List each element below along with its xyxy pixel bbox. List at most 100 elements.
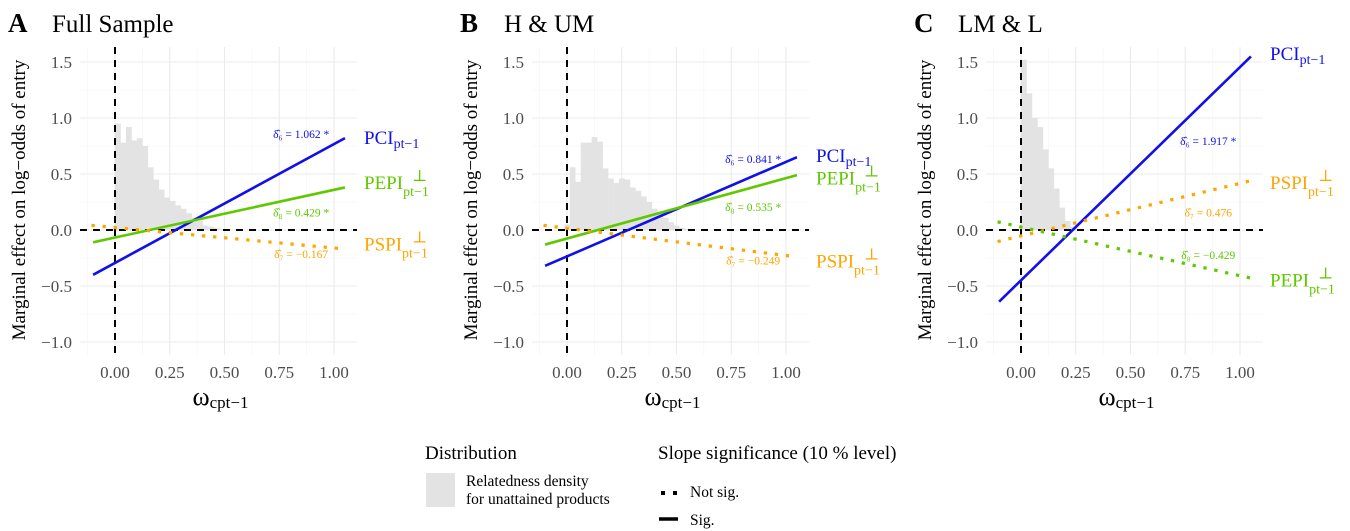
histogram-bar: [219, 228, 225, 230]
y-tick-label: 1.0: [51, 109, 72, 128]
series-label: PEPIpt−1: [364, 173, 429, 200]
histogram-bar: [591, 137, 598, 230]
x-tick-label: 0.25: [607, 363, 637, 382]
histogram-bar: [153, 179, 160, 230]
series-label: PSPIpt−1: [816, 251, 880, 278]
y-tick-label: 0.0: [957, 221, 978, 240]
histogram-bar: [635, 190, 642, 230]
slope-annotation: δ̂₆ = 0.841 *: [725, 154, 781, 166]
series-line-pepi: [92, 186, 346, 244]
histogram-bar: [586, 142, 592, 230]
series-label-superscript: ⊥: [1318, 168, 1333, 185]
histogram-bar: [147, 167, 154, 230]
panel-title: H & UM: [504, 11, 594, 38]
x-tick-label: 0.50: [1116, 363, 1146, 382]
series-label-superscript: ⊥: [412, 168, 427, 185]
slope-annotation: δ̂₈ = 0.429 *: [273, 208, 329, 220]
series-label-superscript: ⊥: [412, 230, 427, 247]
series-line-pci: [998, 55, 1252, 303]
legend-not-sig-label: Not sig.: [690, 484, 739, 501]
series-line-pspi: [91, 223, 347, 251]
x-tick-label: 1.00: [771, 363, 801, 382]
y-tick-label: −0.5: [947, 277, 978, 296]
y-tick-label: −1.0: [41, 333, 72, 352]
histogram-bar: [679, 227, 686, 230]
legend-distribution-label-line2: for unattained products: [466, 491, 610, 508]
histogram: [564, 137, 691, 230]
y-tick-label: 0.5: [503, 165, 524, 184]
histogram-bar: [131, 140, 138, 230]
slope-annotation: δ̂₆ = 1.917 *: [1180, 136, 1236, 148]
series-label: PEPIpt−1: [1270, 270, 1335, 297]
legend-distribution-swatch: [426, 473, 455, 507]
series-pci: δ̂₆ = 0.841 * PCIpt−1: [544, 146, 871, 268]
y-tick-label: 1.5: [503, 53, 524, 72]
series-pspi: δ̂₇ = −0.249 PSPIpt−1⊥: [543, 223, 880, 278]
histogram-bar: [597, 141, 603, 230]
histogram-bar: [208, 226, 214, 230]
y-axis-label: Marginal effect on log−odds of entry: [915, 59, 936, 340]
histogram-bar: [1053, 188, 1060, 230]
series-label: PCIpt−1: [364, 128, 419, 152]
legend-significance-title: Slope significance (10 % level): [658, 443, 896, 464]
panel-letter: A: [8, 8, 28, 38]
series-label: PEPIpt−1: [816, 168, 881, 195]
histogram-bar: [175, 205, 181, 230]
series-label-superscript: ⊥: [864, 246, 879, 263]
histogram-bar: [136, 138, 143, 230]
slope-annotation: δ̂₇ = −0.249: [726, 256, 780, 268]
x-axis-label: ωcpt−1: [1099, 382, 1155, 412]
series-pci: δ̂₆ = 1.062 * PCIpt−1: [92, 128, 419, 276]
histogram-bar: [1064, 221, 1071, 230]
legend: Distribution Relatedness density for una…: [425, 443, 896, 529]
histogram-bar: [657, 213, 664, 230]
series-line-pci: [92, 137, 346, 276]
x-tick-label: 0.25: [155, 363, 185, 382]
x-tick-label: 0.00: [100, 363, 130, 382]
histogram: [115, 123, 225, 230]
histogram-bar: [191, 217, 198, 230]
series-label-superscript: ⊥: [864, 163, 879, 180]
series-line-pspi: [543, 223, 799, 259]
histogram-bar: [164, 197, 171, 230]
y-tick-label: 1.5: [51, 53, 72, 72]
histogram-bar: [1059, 207, 1066, 230]
histogram-bar: [142, 146, 149, 230]
series-label: PCIpt−1: [816, 146, 871, 170]
histogram-bar: [602, 168, 609, 230]
histogram-bar: [202, 225, 209, 230]
legend-sig-label: Sig.: [690, 512, 715, 529]
histogram-bar: [613, 182, 620, 230]
legend-distribution-label-line1: Relatedness density: [466, 473, 589, 490]
histogram-bar: [197, 221, 203, 230]
series-pepi: δ̂₈ = 0.429 *PEPIpt−1⊥: [92, 168, 429, 244]
y-tick-label: 1.5: [957, 53, 978, 72]
series-label-superscript: ⊥: [1318, 265, 1333, 282]
x-tick-label: 0.50: [662, 363, 692, 382]
histogram-bar: [1021, 59, 1027, 231]
x-tick-label: 0.75: [1170, 363, 1200, 382]
series-pci: δ̂₆ = 1.917 * PCIpt−1: [998, 44, 1325, 303]
y-tick-label: 1.0: [503, 109, 524, 128]
histogram-bar: [575, 181, 581, 230]
y-axis-label: Marginal effect on log−odds of entry: [461, 59, 482, 340]
y-axis-label: Marginal effect on log−odds of entry: [9, 59, 30, 340]
histogram-bar: [569, 167, 576, 230]
y-tick-label: 0.0: [51, 221, 72, 240]
y-tick-label: −0.5: [41, 277, 72, 296]
histogram: [1021, 59, 1082, 231]
histogram-bar: [668, 222, 675, 230]
legend-dot-1: [661, 491, 665, 495]
histogram-bar: [1031, 118, 1038, 230]
x-tick-label: 0.00: [1006, 363, 1036, 382]
histogram-bar: [158, 189, 165, 230]
x-tick-label: 0.50: [210, 363, 240, 382]
series-label: PSPIpt−1: [364, 235, 428, 262]
series-pepi: δ̂₈ = −0.429 PEPIpt−1⊥: [997, 220, 1335, 297]
histogram-bar: [640, 196, 647, 230]
panel-letter: C: [914, 8, 934, 38]
x-tick-label: 1.00: [319, 363, 349, 382]
x-tick-label: 1.00: [1225, 363, 1255, 382]
